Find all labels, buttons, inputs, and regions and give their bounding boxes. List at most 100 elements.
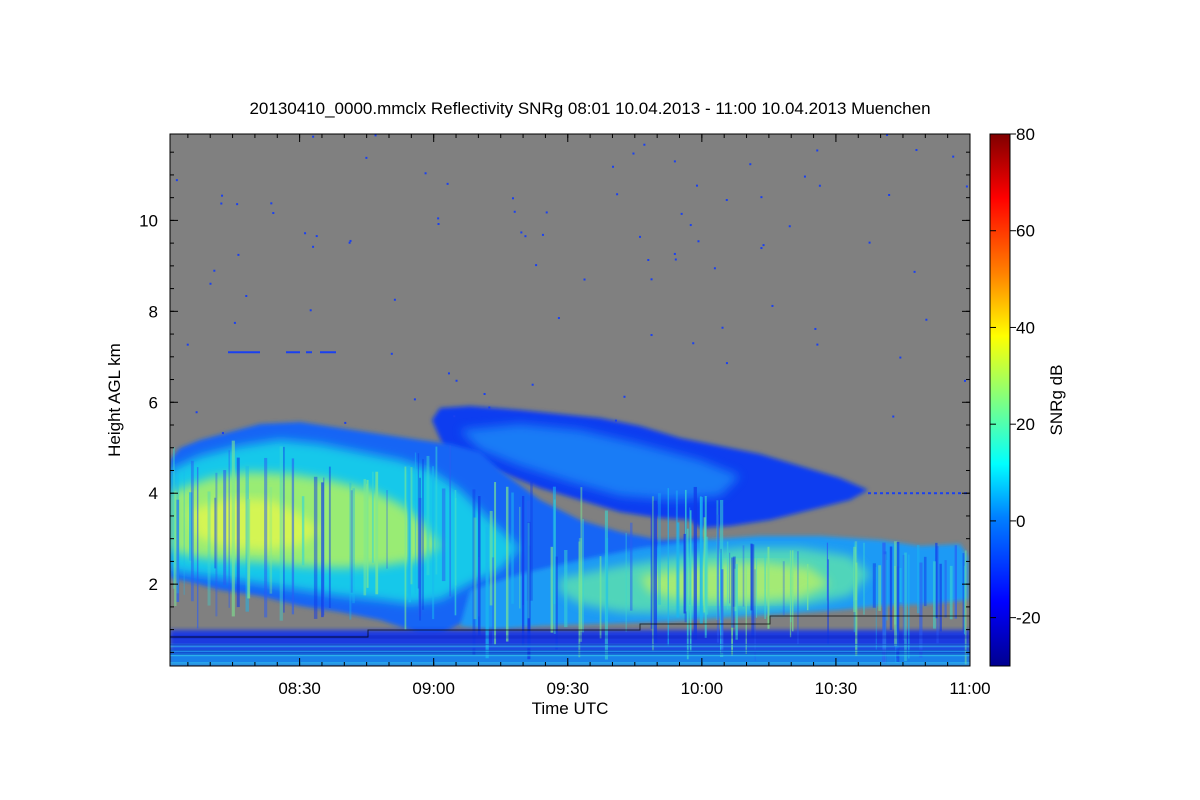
streak	[414, 452, 417, 594]
noise-dot	[898, 492, 901, 495]
streak	[419, 477, 421, 621]
noise-pixel	[868, 241, 871, 244]
main-cloud-hotspot	[190, 498, 320, 550]
x-axis-label: Time UTC	[532, 699, 609, 718]
noise-dot	[892, 492, 895, 495]
noise-pixel	[816, 149, 819, 152]
noise-pixel	[213, 269, 216, 272]
clutter-line	[170, 649, 970, 651]
x-tick-label: 09:30	[546, 679, 589, 698]
streak	[806, 563, 809, 611]
streak	[478, 556, 480, 617]
noise-pixel	[209, 282, 212, 285]
boundary-line	[170, 615, 970, 638]
streak	[578, 541, 581, 658]
streak	[954, 545, 957, 619]
noise-dot	[910, 492, 913, 495]
streak	[855, 562, 858, 656]
colorbar-label: SNRg dB	[1047, 365, 1066, 436]
noise-pixel	[583, 278, 586, 281]
noise-pixel	[390, 352, 393, 355]
noise-pixels	[175, 134, 968, 495]
streak	[176, 473, 179, 594]
noise-pixel	[725, 362, 728, 365]
clutter-line	[170, 644, 970, 646]
streak	[578, 538, 583, 642]
noise-pixel	[186, 343, 189, 346]
streak	[408, 469, 411, 603]
streak	[782, 561, 785, 616]
streak	[933, 561, 936, 629]
streak	[174, 491, 177, 607]
noise-dot	[868, 492, 871, 495]
noise-pixel	[886, 134, 889, 137]
noise-dot	[874, 492, 877, 495]
streak	[683, 533, 686, 614]
streak	[923, 556, 927, 607]
noise-pixel	[899, 356, 902, 359]
streak	[527, 522, 530, 619]
streak	[751, 544, 755, 638]
streak	[889, 546, 893, 630]
noise-pixel	[245, 294, 248, 297]
noise-pixel	[545, 211, 548, 214]
noise-pixel	[365, 156, 368, 159]
colorbar-tick-label: 60	[1016, 222, 1035, 241]
upper-cloud-core	[460, 424, 740, 500]
streak	[826, 542, 829, 601]
streak	[693, 486, 697, 640]
streak	[720, 552, 722, 651]
streak	[893, 541, 897, 646]
noise-pixel	[236, 203, 239, 206]
streak	[742, 545, 745, 607]
noise-pixel	[524, 235, 527, 238]
clutter-line	[170, 654, 970, 656]
noise-pixel	[674, 258, 677, 261]
streak	[449, 445, 452, 597]
streak	[735, 563, 738, 640]
noise-pixel	[760, 247, 763, 250]
noise-pixel	[221, 194, 224, 197]
streak	[686, 528, 689, 660]
streak	[704, 496, 707, 638]
y-tick-label: 2	[149, 575, 158, 594]
heatmap-layer	[170, 134, 970, 666]
noise-pixel	[413, 398, 416, 401]
noise-dot	[922, 492, 925, 495]
noise-pixel	[965, 185, 968, 188]
colorbar-tick-label: -20	[1016, 609, 1041, 628]
streak	[853, 542, 856, 633]
colorbar-tick-label: 80	[1016, 125, 1035, 144]
streak	[375, 471, 379, 595]
noise-dot	[940, 492, 943, 495]
streak	[792, 550, 794, 632]
clutter-line	[170, 662, 970, 664]
streak	[313, 476, 318, 619]
streak	[878, 565, 882, 611]
noise-pixel	[632, 152, 635, 155]
streak	[580, 487, 583, 632]
streak	[872, 563, 876, 608]
noise-dot	[928, 492, 931, 495]
noise-dot	[904, 492, 907, 495]
clutter-line	[170, 663, 970, 665]
streak	[875, 566, 877, 650]
noise-pixel	[233, 321, 236, 324]
streak	[886, 560, 888, 621]
noise-dot	[886, 492, 889, 495]
noise-pixel	[453, 415, 456, 418]
streak	[789, 550, 792, 638]
noise-pixel	[643, 143, 646, 146]
noise-dot	[946, 492, 949, 495]
streak	[485, 526, 489, 659]
streak	[386, 490, 388, 569]
noise-pixel	[749, 163, 752, 166]
noise-pixel	[680, 212, 683, 215]
streak	[321, 482, 324, 618]
x-tick-label: 11:00	[949, 679, 990, 698]
colorbar	[989, 133, 1011, 667]
fall-streaks	[170, 440, 970, 665]
streak	[365, 483, 368, 561]
streak	[279, 446, 283, 621]
clutter-line	[170, 653, 970, 655]
